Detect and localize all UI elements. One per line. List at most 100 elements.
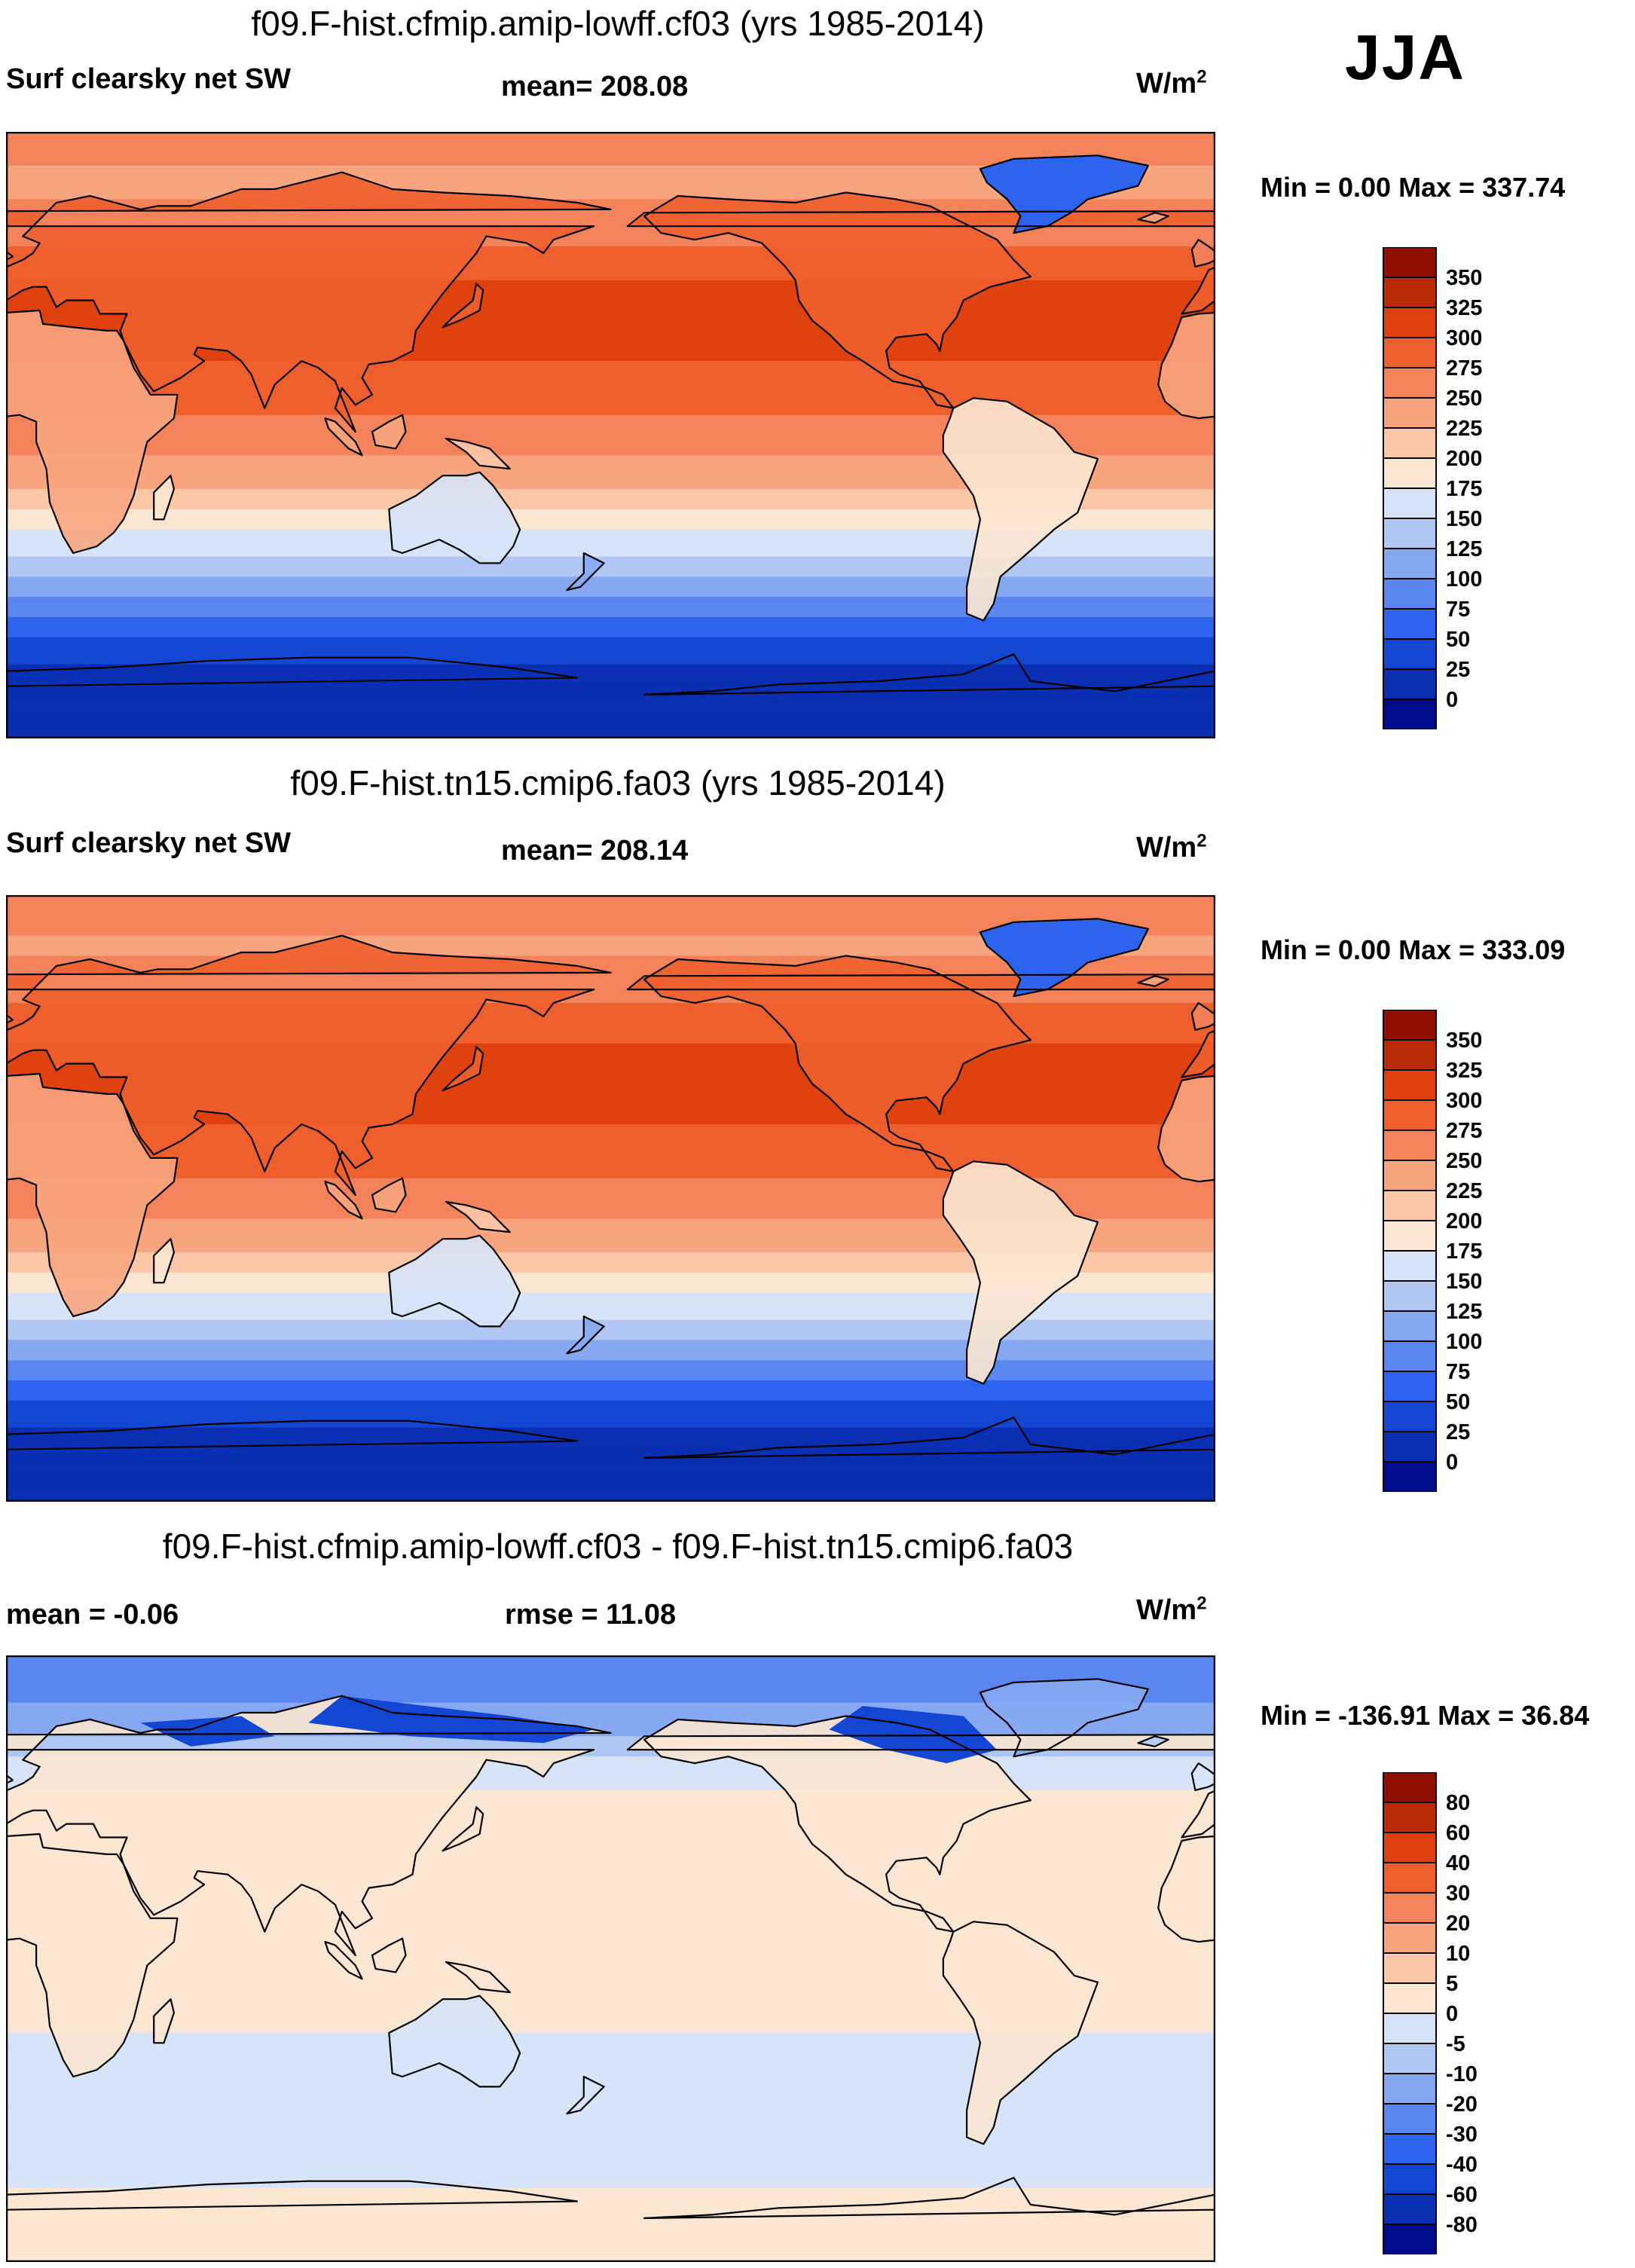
colorbar-tick-label: 60 <box>1446 1821 1470 1845</box>
map-band <box>6 300 1215 308</box>
coastline-antarctica <box>643 2177 1215 2262</box>
map-band <box>6 2019 1215 2027</box>
land-fill-australia <box>389 472 521 564</box>
map-band <box>6 1454 1215 1462</box>
map-band <box>6 711 1215 719</box>
panel-2-mean-label: mean= 208.14 <box>501 835 689 867</box>
land-fill-new-zealand <box>567 553 604 591</box>
map-band <box>6 266 1215 274</box>
map-band <box>6 1353 1215 1361</box>
map-band <box>6 563 1215 570</box>
map-band <box>6 1979 1215 1986</box>
map-band <box>6 1198 1215 1206</box>
coastline-new-guinea <box>445 1200 511 1233</box>
map-band <box>6 219 1215 227</box>
map-band <box>6 1461 1215 1469</box>
map-band <box>6 522 1215 530</box>
colorbar-tick-label: 75 <box>1446 598 1470 622</box>
colorbar-tick-label: 0 <box>1446 2002 1458 2026</box>
map-band <box>6 172 1215 180</box>
map-band <box>6 962 1215 970</box>
map-band <box>6 1447 1215 1455</box>
map-band <box>6 1844 1215 1851</box>
map-band <box>6 1090 1215 1098</box>
map-band <box>6 989 1215 997</box>
map-band <box>6 1124 1215 1132</box>
colorbar-tick-label: 50 <box>1446 628 1470 652</box>
map-band <box>6 1414 1215 1422</box>
map-band <box>6 2174 1215 2182</box>
map-band <box>6 455 1215 463</box>
map-band <box>6 671 1215 679</box>
panel-2-variable-label: Surf clearsky net SW <box>6 827 292 859</box>
map-band <box>6 2248 1215 2256</box>
map-band <box>6 623 1215 631</box>
map-band <box>6 132 1215 139</box>
land-fill-africa <box>1158 313 1215 419</box>
colorbar-box <box>1383 1401 1437 1432</box>
map-band <box>6 1063 1215 1071</box>
map-band <box>6 1279 1215 1287</box>
colorbar-tick-label: 25 <box>1446 658 1470 682</box>
map-band <box>6 1763 1215 1771</box>
map-band <box>6 1702 1215 1710</box>
map-band <box>6 915 1215 923</box>
map-band <box>6 469 1215 476</box>
colorbar-box <box>1383 1220 1437 1252</box>
coastline-madagascar <box>153 1238 175 1284</box>
map-band <box>6 1884 1215 1892</box>
map-band <box>6 1931 1215 1939</box>
map-band <box>6 1171 1215 1179</box>
colorbar-box <box>1383 488 1437 519</box>
colorbar-box <box>1383 2043 1437 2074</box>
map-band <box>6 570 1215 577</box>
map-band <box>6 1218 1215 1226</box>
map-band <box>6 1212 1215 1219</box>
map-band <box>6 2107 1215 2114</box>
panel-1-mean-label: mean= 208.08 <box>501 71 689 102</box>
panel-1-unit-label: W/m2 <box>1136 66 1207 99</box>
map-band <box>6 996 1215 1004</box>
coastline-australia <box>388 1234 521 1328</box>
map-band <box>6 368 1215 375</box>
map-band <box>6 421 1215 429</box>
greenland-ice <box>979 155 1148 234</box>
map-band <box>6 576 1215 584</box>
coastline-iceland <box>1137 212 1169 224</box>
map-band <box>6 1952 1215 1960</box>
map-band <box>6 1292 1215 1301</box>
map-band <box>6 240 1215 247</box>
coastline-sumatra <box>324 1181 363 1220</box>
map-band <box>6 192 1215 200</box>
map-band <box>6 1958 1215 1967</box>
panel-2-unit-label: W/m2 <box>1136 830 1207 863</box>
map-band <box>6 1151 1215 1159</box>
map-band <box>6 1475 1215 1482</box>
map-band <box>6 617 1215 625</box>
coastline-africa <box>6 1832 179 2078</box>
map-band <box>6 1689 1215 1697</box>
map-band <box>6 556 1215 564</box>
map-band <box>6 381 1215 389</box>
map-band <box>6 2053 1215 2061</box>
colorbar-tick-label: 125 <box>1446 1300 1482 1324</box>
arctic-anomaly <box>140 1716 275 1747</box>
colorbar-tick-label: 100 <box>1446 567 1482 591</box>
panel-1-title: f09.F-hist.cfmip.amip-lowff.cf03 (yrs 19… <box>251 4 985 43</box>
map-band <box>6 2114 1215 2121</box>
map-band <box>6 414 1215 423</box>
map-band <box>6 489 1215 497</box>
colorbar-box <box>1383 1952 1437 1984</box>
map-band <box>6 637 1215 645</box>
colorbar-box <box>1383 608 1437 640</box>
colorbar-tick-label: 10 <box>1446 1942 1470 1966</box>
panel-3-mean-label: mean = -0.06 <box>6 1599 179 1631</box>
land-fill-north-america <box>644 955 1031 1172</box>
map-band <box>6 361 1215 368</box>
land-fill-sumatra <box>325 418 362 456</box>
colorbar-box <box>1383 1892 1437 1924</box>
map-band <box>6 1992 1215 2000</box>
panel-3-minmax: Min = -136.91 Max = 36.84 <box>1261 1700 1590 1731</box>
coastline-south-america <box>942 1160 1099 1385</box>
map-band <box>6 1441 1215 1449</box>
